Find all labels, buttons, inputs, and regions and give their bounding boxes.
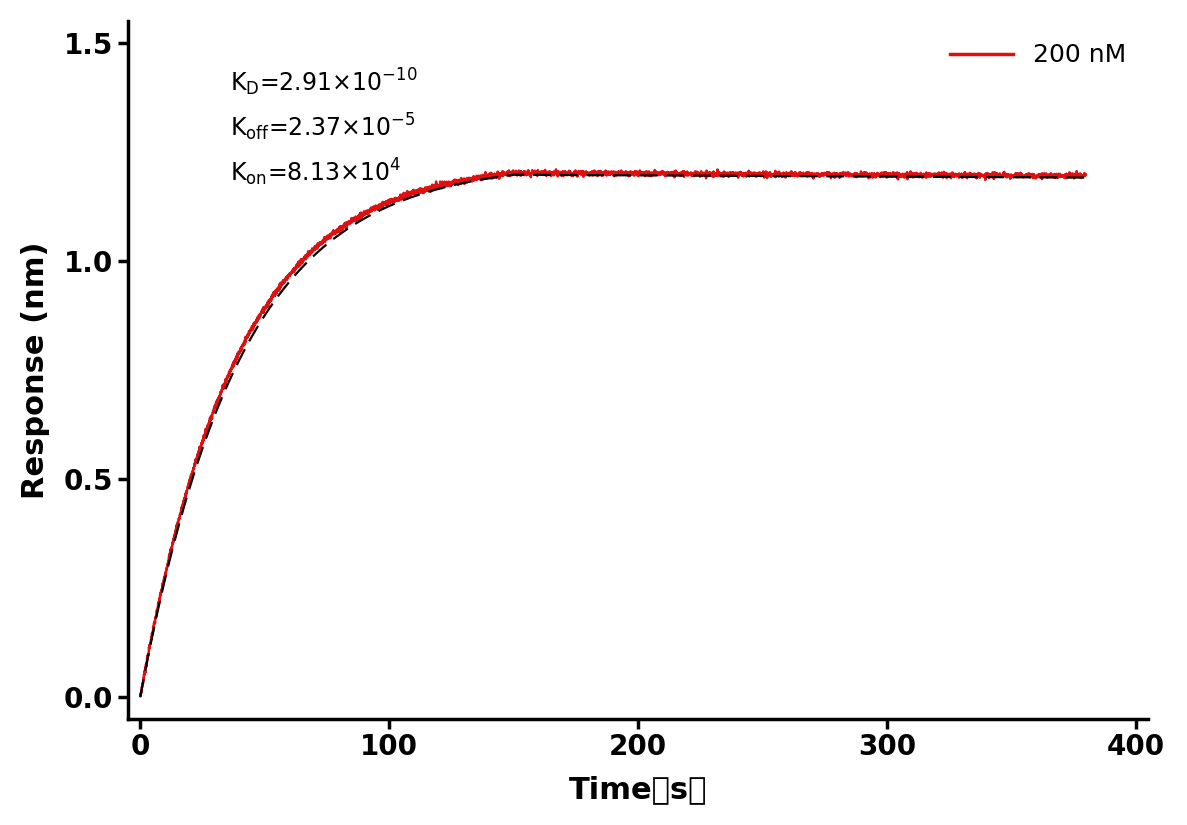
Legend: 200 nM: 200 nM <box>940 33 1136 78</box>
Y-axis label: Response (nm): Response (nm) <box>21 241 50 498</box>
Text: K$_\mathregular{on}$=8.13×10$^{4}$: K$_\mathregular{on}$=8.13×10$^{4}$ <box>230 157 401 188</box>
Text: K$_\mathregular{off}$=2.37×10$^{-5}$: K$_\mathregular{off}$=2.37×10$^{-5}$ <box>230 111 415 143</box>
Text: K$_\mathregular{D}$=2.91×10$^{-10}$: K$_\mathregular{D}$=2.91×10$^{-10}$ <box>230 66 418 97</box>
X-axis label: Time（s）: Time（s） <box>569 776 707 804</box>
